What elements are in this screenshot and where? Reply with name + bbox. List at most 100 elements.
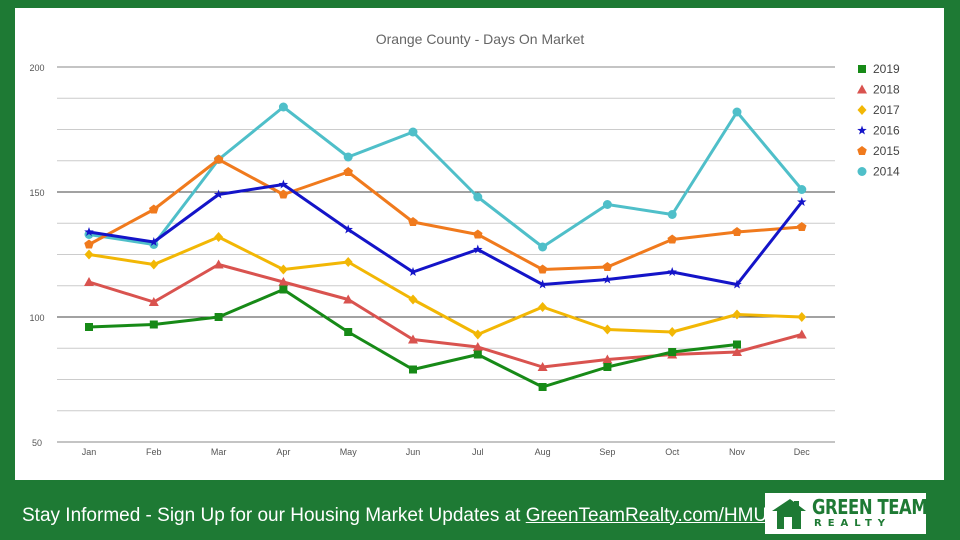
data-point-2016 [149, 237, 159, 247]
data-point-2015 [732, 227, 742, 237]
legend-marker-2019 [858, 65, 866, 73]
legend-marker-2018 [857, 84, 867, 94]
data-point-2018 [796, 329, 807, 339]
data-point-2016 [278, 179, 289, 189]
data-point-2015 [213, 154, 224, 164]
x-tick-label: Oct [665, 447, 680, 457]
legend-label-2015: 2015 [873, 144, 900, 158]
data-point-2017 [343, 257, 353, 267]
data-point-2017 [408, 294, 418, 305]
x-tick-label: Dec [794, 447, 811, 457]
logo-subtitle: REALTY [814, 518, 892, 529]
data-point-2017 [214, 232, 224, 242]
series-line-2017 [88, 235, 802, 336]
data-point-2018 [148, 297, 159, 306]
series-line-2015 [88, 158, 802, 271]
data-point-2016 [667, 267, 677, 277]
data-point-2019 [214, 313, 223, 321]
data-point-2016 [84, 227, 94, 237]
y-tick-label: 150 [29, 188, 44, 198]
series-line-2018 [88, 263, 803, 369]
data-point-2014 [732, 107, 742, 117]
data-point-2014 [408, 127, 418, 137]
series-line-2014 [88, 105, 803, 249]
legend-marker-2015 [857, 146, 867, 156]
data-point-2016 [797, 197, 807, 207]
legend-label-2018: 2018 [873, 83, 900, 97]
legend-label-2016: 2016 [873, 124, 900, 138]
data-point-2016 [602, 274, 613, 284]
data-point-2019 [344, 328, 353, 336]
legend-marker-2016 [857, 125, 867, 135]
data-point-2016 [537, 279, 548, 289]
data-point-2019 [538, 383, 547, 391]
y-tick-label: 100 [29, 313, 44, 323]
x-tick-label: May [340, 447, 358, 457]
x-tick-label: Aug [535, 447, 551, 457]
data-point-2016 [732, 279, 742, 289]
series-line-2016 [88, 183, 803, 286]
x-tick-label: Jul [472, 447, 484, 457]
data-point-2017 [667, 327, 677, 337]
x-tick-label: Mar [211, 447, 227, 457]
data-point-2014 [667, 210, 677, 219]
data-point-2018 [472, 342, 483, 351]
chart-panel: Orange County - Days On Market 50 100 150 20… [15, 8, 944, 480]
data-point-2016 [343, 224, 353, 234]
data-point-2015 [84, 239, 94, 249]
data-point-2017 [84, 249, 94, 260]
house-icon [772, 499, 806, 529]
data-point-2019 [409, 365, 417, 374]
chart-title: Orange County - Days On Market [376, 31, 585, 47]
data-point-2017 [602, 324, 612, 335]
data-point-2014 [278, 102, 288, 112]
data-point-2018 [732, 347, 742, 356]
data-point-2018 [408, 334, 418, 344]
data-point-2017 [732, 309, 742, 320]
data-point-2015 [149, 204, 159, 214]
data-point-2018 [84, 277, 94, 286]
data-point-2019 [85, 323, 93, 331]
footer-text: Stay Informed - Sign Up for our Housing … [22, 505, 526, 526]
data-point-2015 [797, 222, 807, 232]
y-tick-label: 200 [29, 63, 44, 73]
data-point-2016 [408, 267, 418, 277]
data-point-2015 [537, 264, 548, 274]
x-tick-label: Apr [276, 447, 290, 457]
signup-link[interactable]: GreenTeamRealty.com/HMU [525, 505, 768, 526]
legend-label-2019: 2019 [873, 62, 900, 76]
data-point-2018 [537, 362, 548, 371]
data-point-2015 [278, 189, 289, 199]
logo-title: GREEN TEAM [812, 495, 928, 519]
days-on-market-chart: Orange County - Days On Market 50 100 150 20… [29, 31, 900, 457]
data-point-2016 [473, 244, 483, 254]
legend-label-2014: 2014 [873, 165, 900, 179]
data-point-2019 [279, 285, 288, 294]
data-point-2019 [149, 320, 158, 329]
data-point-2015 [408, 217, 418, 227]
x-tick-label: Feb [146, 447, 162, 457]
data-point-2018 [213, 259, 224, 269]
x-tick-label: Nov [729, 447, 746, 457]
data-point-2014 [538, 242, 548, 252]
data-point-2018 [343, 294, 354, 304]
data-point-2017 [797, 312, 807, 322]
data-point-2016 [213, 189, 224, 199]
x-tick-label: Jun [406, 447, 421, 457]
legend-marker-2014 [857, 167, 867, 176]
data-point-2019 [668, 348, 677, 356]
legend-label-2017: 2017 [873, 103, 900, 117]
data-point-2014 [473, 192, 483, 202]
legend-marker-2017 [857, 105, 867, 115]
data-point-2018 [278, 277, 289, 286]
data-point-2015 [473, 229, 483, 239]
y-tick-label: 50 [32, 438, 42, 448]
data-point-2014 [797, 185, 807, 194]
footer-banner: Stay Informed - Sign Up for our Housing … [22, 505, 767, 527]
data-point-2017 [149, 259, 159, 270]
data-point-2017 [473, 329, 483, 340]
data-point-2019 [603, 363, 612, 371]
data-point-2014 [602, 200, 612, 209]
x-tick-label: Jan [82, 447, 97, 457]
data-point-2018 [602, 354, 613, 364]
